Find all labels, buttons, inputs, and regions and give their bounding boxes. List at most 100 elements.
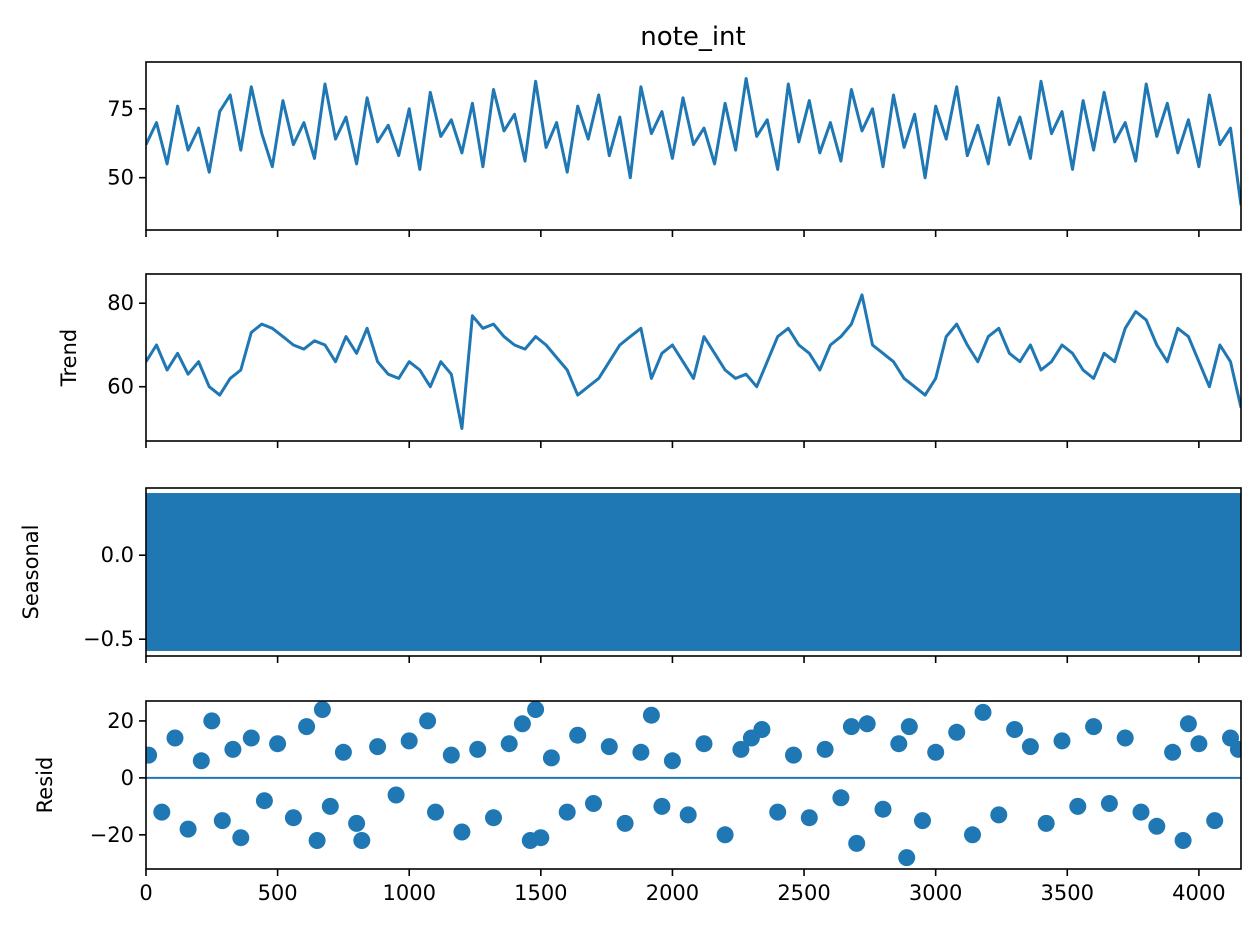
resid-point — [842, 718, 860, 736]
resid-point — [732, 740, 750, 758]
seasonal-axes-frame — [145, 487, 1242, 657]
resid-point — [914, 812, 931, 830]
resid-point — [427, 803, 444, 821]
resid-point — [663, 752, 681, 770]
observed-y-tick-label: 50 — [107, 166, 134, 190]
x-tick-label: 1000 — [382, 881, 435, 905]
trend-series-line — [146, 293, 1241, 430]
resid-point — [874, 800, 892, 818]
resid-point — [527, 701, 545, 718]
resid-point — [1190, 735, 1208, 753]
resid-point — [653, 797, 671, 815]
trend-axes-frame — [145, 273, 1242, 442]
resid-point — [469, 740, 487, 758]
x-tick-label: 2500 — [777, 881, 830, 905]
resid-point — [500, 735, 518, 753]
resid-point — [1053, 732, 1071, 750]
resid-point — [1179, 715, 1197, 733]
resid-point — [532, 829, 550, 847]
resid-point — [485, 809, 502, 827]
observed-axes-frame — [145, 61, 1242, 231]
x-tick-label: 0 — [139, 881, 152, 905]
resid-point — [224, 740, 242, 758]
resid-point — [1100, 795, 1118, 812]
resid-point — [964, 826, 981, 844]
resid-point — [179, 820, 197, 838]
trend-y-tick-label: 80 — [107, 291, 134, 315]
seasonal-data — [146, 493, 1241, 651]
resid-point — [816, 740, 834, 758]
resid-y-tick-label: 20 — [107, 709, 134, 733]
seasonal-band — [146, 493, 1241, 651]
observed-y-tick-label: 75 — [107, 97, 134, 121]
resid-ylabel: Resid — [33, 757, 57, 814]
resid-point — [948, 723, 966, 741]
resid-point — [642, 706, 660, 724]
resid-point — [753, 721, 771, 738]
panels-group: 50 75 60 80 Trend −0.5 0.0 Seasonal −20 0 20 0 500 10… — [19, 61, 1242, 905]
x-tick-label: 500 — [258, 881, 298, 905]
resid-point — [1085, 718, 1103, 736]
resid-point — [679, 806, 697, 824]
resid-point — [1132, 803, 1150, 821]
resid-point — [284, 809, 302, 827]
resid-point — [585, 795, 602, 812]
resid-point — [569, 726, 587, 744]
resid-point — [419, 712, 437, 730]
resid-point — [442, 746, 460, 764]
resid-axes-frame — [145, 700, 1242, 870]
seasonal-ylabel: Seasonal — [19, 525, 43, 620]
resid-point — [1174, 832, 1192, 849]
resid-point — [785, 746, 802, 764]
seasonal-y-tick-label: 0.0 — [101, 543, 134, 567]
resid-point — [900, 718, 918, 736]
resid-point — [927, 743, 945, 761]
trend-data — [146, 293, 1241, 430]
resid-point — [1021, 738, 1039, 756]
observed-series-line — [146, 77, 1241, 206]
resid-point — [334, 743, 352, 761]
resid-point — [348, 814, 366, 832]
resid-point — [1148, 817, 1166, 835]
figure-title: note_int — [640, 22, 745, 52]
resid-point — [353, 832, 371, 849]
resid-y-tick-label: −20 — [90, 823, 134, 847]
panel-seasonal: −0.5 0.0 Seasonal — [19, 487, 1242, 663]
resid-point — [1164, 743, 1182, 761]
resid-point — [616, 814, 634, 832]
resid-point — [166, 729, 184, 747]
resid-point — [203, 712, 221, 730]
resid-data — [146, 701, 1241, 867]
observed-data — [146, 77, 1241, 206]
resid-point — [800, 809, 818, 827]
resid-point — [542, 749, 560, 767]
resid-point — [632, 743, 650, 761]
resid-point — [769, 803, 787, 821]
resid-point — [858, 715, 876, 733]
resid-point — [255, 792, 273, 810]
resid-point — [369, 738, 387, 756]
resid-point — [1069, 797, 1087, 815]
resid-point — [890, 735, 908, 753]
resid-point — [898, 849, 916, 867]
resid-point — [558, 803, 576, 821]
resid-point — [600, 738, 618, 756]
seasonal-y-tick-label: −0.5 — [83, 627, 134, 651]
resid-point — [192, 752, 210, 770]
resid-point — [513, 715, 531, 733]
resid-point — [848, 834, 866, 852]
x-tick-label: 4000 — [1172, 881, 1225, 905]
resid-point — [1206, 812, 1224, 830]
resid-point — [232, 829, 250, 847]
panel-observed: 50 75 — [107, 61, 1242, 237]
resid-point — [213, 812, 231, 830]
resid-point — [242, 729, 260, 747]
x-tick-label: 3500 — [1041, 881, 1094, 905]
resid-point — [695, 735, 713, 753]
resid-point — [832, 789, 850, 807]
resid-point — [308, 832, 326, 849]
resid-point — [1116, 729, 1134, 747]
resid-point — [974, 703, 992, 721]
resid-point — [153, 803, 171, 821]
